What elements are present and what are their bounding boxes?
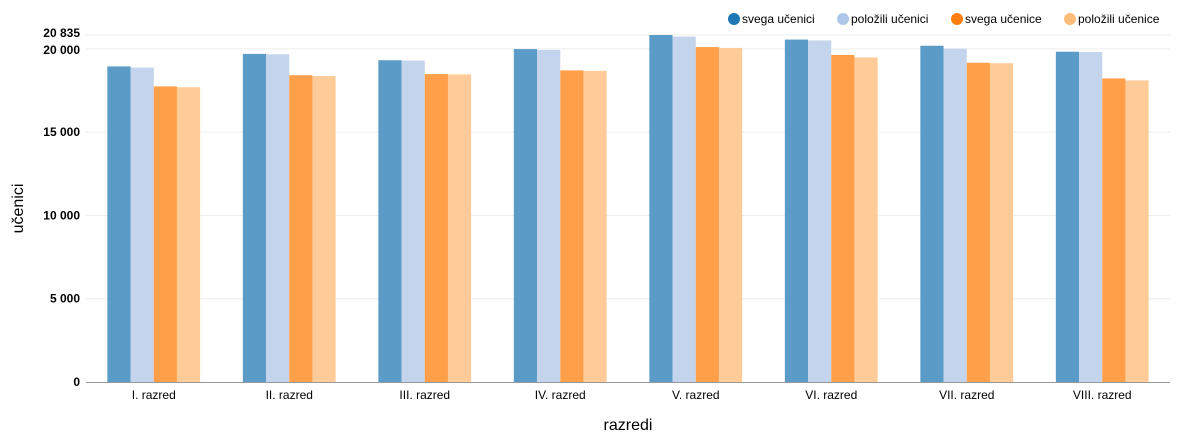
x-tick-label: V. razred <box>672 388 720 402</box>
legend-item[interactable]: položili učenici <box>837 12 928 26</box>
legend-marker <box>837 13 849 25</box>
bar-3-8[interactable] <box>1102 78 1126 382</box>
bar-1-8[interactable] <box>1055 51 1080 382</box>
y-tick-label: 0 <box>73 375 80 389</box>
legend-label: svega učenice <box>965 12 1042 26</box>
bar-4-8[interactable] <box>1125 80 1149 382</box>
bar-2-5[interactable] <box>672 36 696 383</box>
legend-label: svega učenici <box>742 12 815 26</box>
y-tick-label: 20 000 <box>43 43 80 57</box>
x-axis-title: razredi <box>604 417 653 433</box>
y-tick-label: 10 000 <box>43 208 80 222</box>
legend-label: položili učenice <box>1078 12 1160 26</box>
bar-1-2[interactable] <box>242 53 267 383</box>
bar-2-3[interactable] <box>401 60 425 383</box>
y-tick-label: 20 835 <box>43 26 80 40</box>
x-tick-label: VII. razred <box>939 388 994 402</box>
bar-1-4[interactable] <box>513 49 538 383</box>
bar-4-7[interactable] <box>989 63 1014 382</box>
bar-1-3[interactable] <box>378 60 402 383</box>
legend-marker <box>951 13 963 25</box>
x-tick-label: IV. razred <box>535 388 586 402</box>
bar-4-6[interactable] <box>854 57 878 383</box>
bar-2-1[interactable] <box>130 67 154 382</box>
x-tick-label: III. razred <box>399 388 450 402</box>
legend[interactable]: svega učenici položili učenici svega učeni… <box>728 12 1160 26</box>
bars <box>107 35 1149 383</box>
bar-2-2[interactable] <box>266 54 290 382</box>
bar-1-5[interactable] <box>649 35 673 382</box>
bar-2-8[interactable] <box>1079 52 1103 382</box>
bar-4-2[interactable] <box>312 76 336 382</box>
bar-4-3[interactable] <box>447 74 472 382</box>
bar-3-5[interactable] <box>695 47 719 382</box>
legend-item[interactable]: položili učenice <box>1064 12 1160 26</box>
bar-3-7[interactable] <box>966 62 990 383</box>
legend-item[interactable]: svega učenici <box>728 12 815 26</box>
bar-1-6[interactable] <box>784 39 809 383</box>
bar-3-6[interactable] <box>831 54 855 382</box>
y-tick-label: 15 000 <box>43 125 80 139</box>
bar-1-7[interactable] <box>920 45 944 383</box>
legend-marker <box>1064 13 1076 25</box>
bar-3-1[interactable] <box>153 86 177 383</box>
bar-4-4[interactable] <box>583 70 607 382</box>
x-tick-labels: I. razred II. razred III. razred IV. razred… <box>132 388 1132 402</box>
bar-2-7[interactable] <box>943 48 967 383</box>
bar-3-3[interactable] <box>424 74 448 382</box>
bar-4-5[interactable] <box>718 47 743 382</box>
y-tick-label: 5 000 <box>50 292 80 306</box>
bar-4-1[interactable] <box>176 87 201 383</box>
y-axis-title: učenici <box>10 184 27 234</box>
bar-2-6[interactable] <box>808 40 832 382</box>
bar-1-1[interactable] <box>107 66 131 383</box>
x-tick-label: II. razred <box>266 388 313 402</box>
x-tick-label: I. razred <box>132 388 176 402</box>
bar-3-2[interactable] <box>289 75 313 383</box>
y-tick-labels: 0 5 000 10 000 15 000 20 000 20 835 <box>43 26 80 389</box>
bar-2-4[interactable] <box>537 49 561 383</box>
x-tick-label: VIII. razred <box>1073 388 1132 402</box>
legend-marker <box>728 13 740 25</box>
legend-label: položili učenici <box>851 12 928 26</box>
legend-item[interactable]: svega učenice <box>951 12 1042 26</box>
x-tick-label: VI. razred <box>805 388 857 402</box>
bar-3-4[interactable] <box>560 70 584 382</box>
